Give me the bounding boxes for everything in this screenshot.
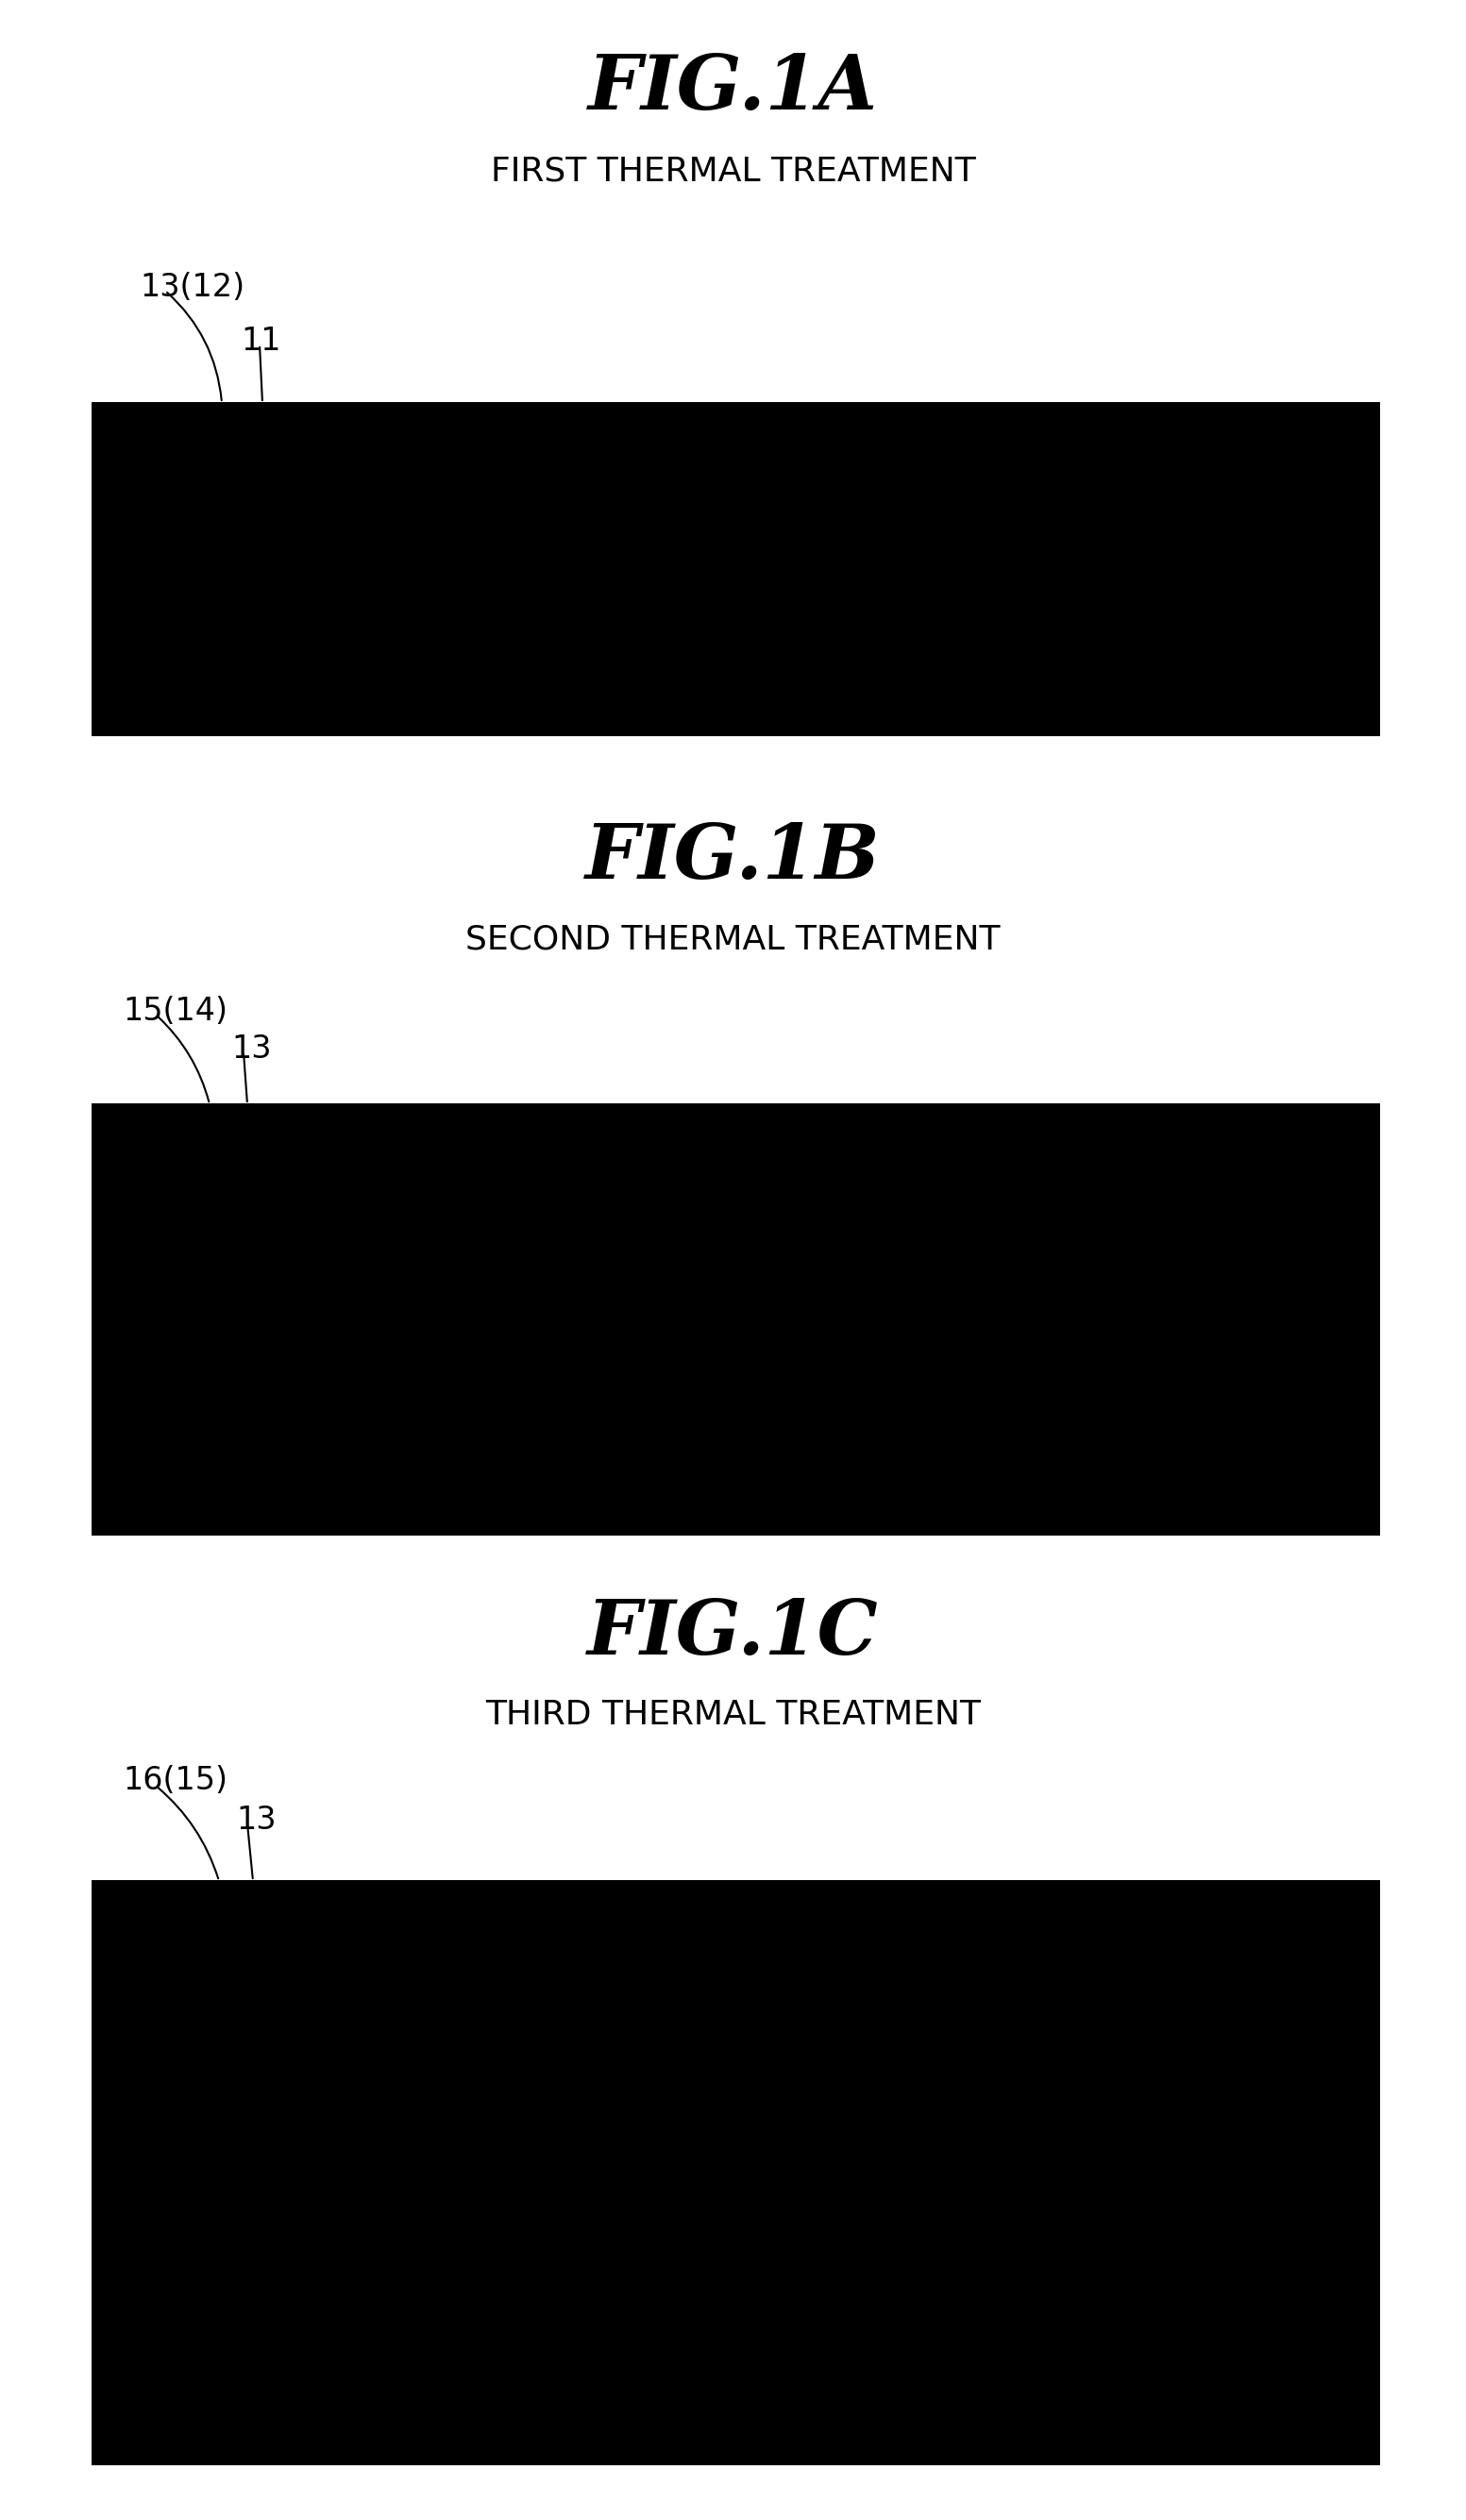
Bar [92, 1104, 1378, 1169]
Bar [92, 1958, 1378, 2026]
Bar [92, 403, 1378, 501]
Bar [92, 2026, 1378, 2465]
Text: FIRST THERMAL TREATMENT: FIRST THERMAL TREATMENT [491, 156, 975, 189]
Bar [92, 2026, 1378, 2465]
Bar [92, 501, 1378, 733]
Bar [92, 1880, 1378, 1958]
Bar [92, 403, 1378, 501]
Text: THIRD THERMAL TREATMENT: THIRD THERMAL TREATMENT [485, 1698, 981, 1731]
Text: 13: 13 [232, 1033, 271, 1063]
Bar [92, 1237, 1378, 1535]
Text: 16(15): 16(15) [123, 1764, 227, 1797]
Text: FIG.1B: FIG.1B [585, 822, 881, 895]
Bar [92, 1169, 1378, 1237]
Bar [92, 1958, 1378, 2026]
Bar [92, 1237, 1378, 1535]
Text: FIG.1A: FIG.1A [588, 53, 878, 126]
Text: 11: 11 [240, 325, 281, 358]
Bar [92, 1169, 1378, 1237]
Text: 15(14): 15(14) [123, 995, 227, 1026]
Bar [92, 501, 1378, 733]
Text: 13(12): 13(12) [139, 272, 245, 302]
Text: FIG.1C: FIG.1C [588, 1598, 878, 1671]
Bar [92, 1104, 1378, 1169]
Text: SECOND THERMAL TREATMENT: SECOND THERMAL TREATMENT [466, 922, 1000, 955]
Bar [92, 1880, 1378, 1958]
Text: 13: 13 [236, 1804, 276, 1835]
